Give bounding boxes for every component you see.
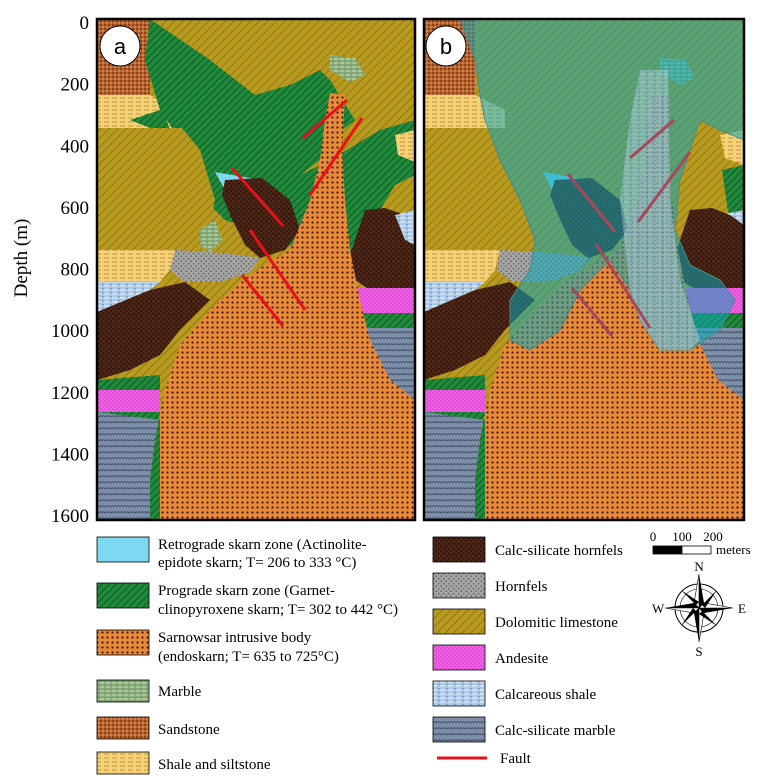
depth-tick-label: 600 <box>61 198 90 219</box>
legend-item-sandstone: Sandstone <box>96 716 220 740</box>
panel-a <box>97 19 415 520</box>
depth-tick-label: 800 <box>61 260 90 281</box>
legend-item-marble: Marble <box>96 679 202 703</box>
svg-text:N: N <box>694 559 704 574</box>
svg-text:Hornfels: Hornfels <box>495 579 548 595</box>
scale-bar: 0 100 200 meters <box>650 529 751 557</box>
svg-text:Andesite: Andesite <box>495 651 549 667</box>
svg-text:clinopyroxene skarn; T= 302 to: clinopyroxene skarn; T= 302 to 442 °C) <box>158 602 398 618</box>
svg-text:epidote skarn; T= 206 to 333 °: epidote skarn; T= 206 to 333 °C) <box>158 555 356 571</box>
svg-text:b: b <box>440 34 452 59</box>
svg-text:0: 0 <box>650 529 657 544</box>
svg-text:meters: meters <box>716 542 751 557</box>
depth-tick-labels: 0 200 400 600 800 1000 1200 1400 1600 <box>51 13 89 527</box>
svg-text:Retrograde skarn zone (Actinol: Retrograde skarn zone (Actinolite- <box>158 537 367 553</box>
svg-text:a: a <box>114 34 127 59</box>
fault-lines-a <box>230 98 364 327</box>
svg-text:W: W <box>652 601 665 616</box>
legend-item-calc-silicate-hornfels: Calc-silicate hornfels <box>432 536 623 563</box>
svg-text:Marble: Marble <box>158 684 202 700</box>
panel-label-a: a <box>99 25 141 67</box>
depth-tick-label: 400 <box>61 136 90 157</box>
depth-tick-label: 200 <box>61 75 90 96</box>
panel-b <box>424 19 744 520</box>
svg-text:Fault: Fault <box>500 751 532 767</box>
svg-text:Dolomitic limestone: Dolomitic limestone <box>495 615 618 631</box>
svg-text:Prograde skarn zone (Garnet-: Prograde skarn zone (Garnet- <box>158 583 335 599</box>
legend-item-calc-silicate-marble: Calc-silicate marble <box>432 716 616 743</box>
depth-tick-label: 1400 <box>51 444 89 465</box>
svg-text:Sarnowsar intrusive body: Sarnowsar intrusive body <box>158 630 312 646</box>
legend-item-intrusive: Sarnowsar intrusive body (endoskarn; T= … <box>96 629 339 665</box>
legend: Retrograde skarn zone (Actinolite- epido… <box>96 536 623 775</box>
svg-text:(endoskarn; T= 635 to 725°C): (endoskarn; T= 635 to 725°C) <box>158 649 339 665</box>
svg-text:E: E <box>738 601 746 616</box>
svg-text:200: 200 <box>703 529 723 544</box>
legend-item-hornfels: Hornfels <box>432 572 548 599</box>
svg-text:Calc-silicate marble: Calc-silicate marble <box>495 723 616 739</box>
legend-item-calcareous-shale: Calcareous shale <box>432 680 597 707</box>
depth-tick-label: 1000 <box>51 321 89 342</box>
legend-item-shale-siltstone: Shale and siltstone <box>96 751 271 775</box>
legend-item-retrograde: Retrograde skarn zone (Actinolite- epido… <box>96 536 367 571</box>
svg-text:Shale and siltstone: Shale and siltstone <box>158 757 271 773</box>
fault-lines-b <box>566 118 692 337</box>
legend-item-andesite: Andesite <box>432 644 549 671</box>
legend-item-fault: Fault <box>437 751 532 767</box>
depth-axis-title: Depth (m) <box>11 219 32 298</box>
depth-axis: 0 200 400 600 800 1000 1200 1400 1600 Depth (m) <box>11 13 89 527</box>
svg-text:Calc-silicate hornfels: Calc-silicate hornfels <box>495 543 623 559</box>
depth-tick-label: 0 <box>80 13 90 34</box>
legend-item-prograde: Prograde skarn zone (Garnet- clinopyroxe… <box>96 582 398 618</box>
panel-label-b: b <box>425 25 467 67</box>
depth-tick-label: 1200 <box>51 383 89 404</box>
svg-text:Sandstone: Sandstone <box>158 722 220 738</box>
svg-text:Calcareous shale: Calcareous shale <box>495 687 597 703</box>
svg-text:100: 100 <box>672 529 692 544</box>
svg-text:S: S <box>695 644 702 659</box>
compass-rose-icon: N S E W <box>652 559 746 659</box>
legend-item-dolomitic-limestone: Dolomitic limestone <box>432 608 618 635</box>
depth-tick-label: 1600 <box>51 506 89 527</box>
